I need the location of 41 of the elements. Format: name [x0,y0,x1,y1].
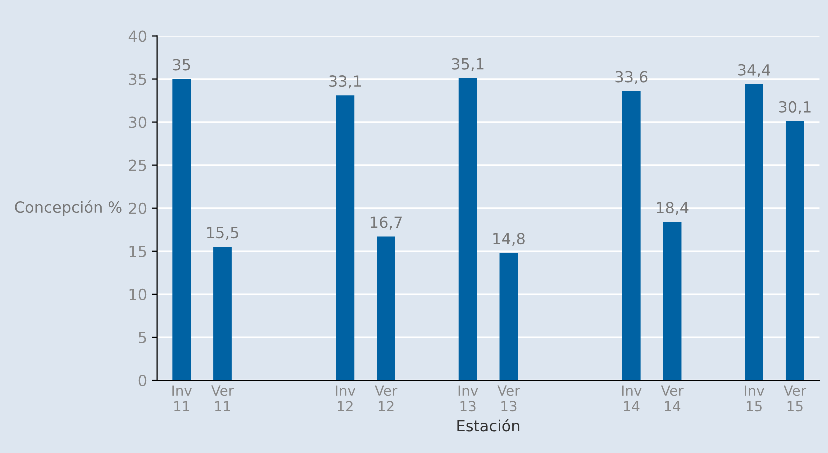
bar [377,236,396,381]
y-tick-label: 5 [139,332,146,344]
bar [214,247,232,381]
data-label: 18,4 [657,202,689,216]
bar [745,84,764,381]
y-tick-label: 20 [129,202,147,214]
x-axis-title: Estación [458,419,520,432]
x-tick-label: Inv 14 [622,386,642,412]
x-tick-label: Ver 11 [212,386,234,412]
data-label: 15,5 [207,227,238,240]
data-label: 33,6 [616,71,648,84]
y-tick-label: 30 [129,116,147,128]
data-label: 34,4 [738,64,770,78]
x-tick-label: Inv 13 [458,386,478,412]
x-tick-label: Ver 14 [661,386,684,412]
y-tick-label: 25 [129,160,146,172]
data-label: 33,1 [330,76,362,89]
x-tick-label: Ver 12 [375,386,398,412]
data-label: 35 [173,59,190,71]
y-tick-label: 15 [130,246,146,258]
y-tick-label: 35 [129,74,146,86]
bar [458,78,478,381]
bar [172,79,192,381]
x-tick-label: Ver 15 [784,386,807,412]
y-tick-label: 0 [138,374,147,387]
x-tick-label: Inv 12 [336,386,356,412]
y-tick-label: 40 [128,30,147,42]
y-tick-label: 10 [130,288,147,300]
bar [622,91,641,381]
x-tick-label: Ver 13 [498,386,520,412]
bar [500,253,518,381]
data-label: 16,7 [370,216,402,230]
data-label: 30,1 [779,101,811,114]
bar [336,96,355,381]
y-axis-title: Concepción % [15,200,122,216]
bar [786,121,804,381]
x-tick-label: Inv 15 [745,386,764,412]
data-label: 35,1 [452,58,484,72]
bar [663,222,682,381]
x-tick-label: Inv 11 [172,386,192,412]
data-label: 14,8 [494,233,525,246]
